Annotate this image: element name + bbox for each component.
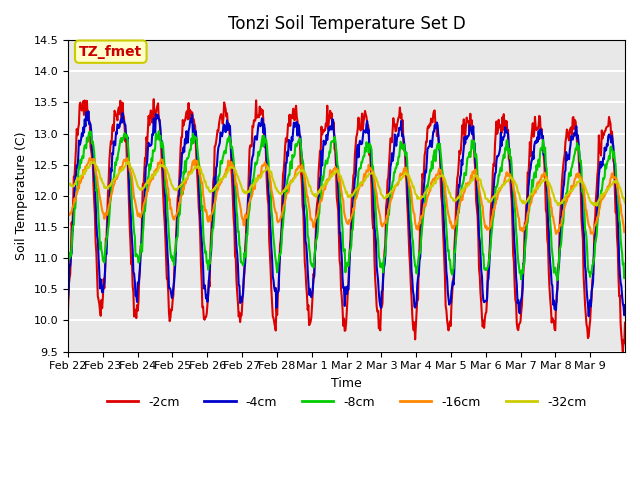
-8cm bbox=[554, 277, 561, 283]
-4cm bbox=[621, 302, 629, 308]
-4cm bbox=[84, 108, 92, 114]
-32cm bbox=[125, 159, 133, 165]
Line: -8cm: -8cm bbox=[68, 131, 625, 280]
-16cm bbox=[233, 180, 241, 186]
-8cm bbox=[129, 220, 137, 226]
Y-axis label: Soil Temperature (C): Soil Temperature (C) bbox=[15, 132, 28, 260]
-8cm bbox=[260, 133, 268, 139]
Text: TZ_fmet: TZ_fmet bbox=[79, 45, 143, 59]
-32cm bbox=[404, 172, 412, 178]
-32cm bbox=[233, 171, 241, 177]
-4cm bbox=[131, 271, 138, 276]
-8cm bbox=[436, 141, 444, 146]
-2cm bbox=[619, 349, 627, 355]
-4cm bbox=[64, 297, 72, 302]
-8cm bbox=[621, 274, 629, 279]
-2cm bbox=[129, 289, 137, 295]
-16cm bbox=[404, 175, 412, 181]
-2cm bbox=[282, 143, 289, 149]
-2cm bbox=[404, 233, 412, 239]
-32cm bbox=[436, 174, 444, 180]
-2cm bbox=[260, 134, 268, 140]
Line: -2cm: -2cm bbox=[68, 99, 625, 352]
Line: -4cm: -4cm bbox=[68, 111, 625, 316]
-2cm bbox=[233, 278, 241, 284]
-2cm bbox=[150, 96, 157, 102]
-8cm bbox=[404, 180, 412, 186]
-2cm bbox=[436, 145, 444, 151]
-32cm bbox=[131, 171, 138, 177]
-16cm bbox=[282, 198, 289, 204]
-8cm bbox=[64, 258, 72, 264]
-4cm bbox=[260, 121, 268, 127]
Legend: -2cm, -4cm, -8cm, -16cm, -32cm: -2cm, -4cm, -8cm, -16cm, -32cm bbox=[102, 391, 591, 414]
X-axis label: Time: Time bbox=[331, 377, 362, 390]
-8cm bbox=[155, 128, 163, 134]
-8cm bbox=[282, 192, 289, 197]
-16cm bbox=[436, 168, 444, 173]
Line: -32cm: -32cm bbox=[68, 162, 625, 206]
-8cm bbox=[233, 208, 241, 214]
-16cm bbox=[86, 155, 93, 161]
-32cm bbox=[621, 200, 629, 206]
-32cm bbox=[260, 168, 268, 174]
-32cm bbox=[64, 180, 72, 186]
-4cm bbox=[436, 150, 444, 156]
-32cm bbox=[282, 186, 289, 192]
-4cm bbox=[404, 206, 412, 212]
-4cm bbox=[282, 173, 289, 179]
-2cm bbox=[621, 320, 629, 325]
-4cm bbox=[233, 244, 241, 250]
-16cm bbox=[260, 162, 268, 168]
Title: Tonzi Soil Temperature Set D: Tonzi Soil Temperature Set D bbox=[228, 15, 465, 33]
-16cm bbox=[552, 231, 560, 237]
-16cm bbox=[64, 208, 72, 214]
-2cm bbox=[64, 306, 72, 312]
-16cm bbox=[621, 228, 629, 234]
-32cm bbox=[593, 203, 600, 209]
-16cm bbox=[131, 195, 138, 201]
-4cm bbox=[585, 313, 593, 319]
Line: -16cm: -16cm bbox=[68, 158, 625, 234]
